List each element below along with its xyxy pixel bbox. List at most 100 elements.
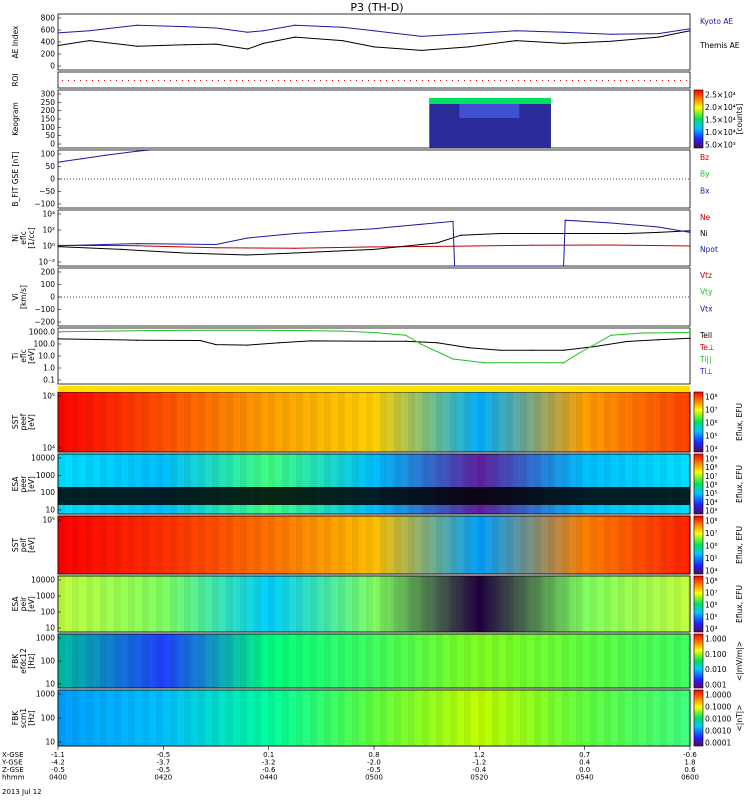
temperature-ylabel-0: Ti (11, 353, 20, 360)
roi-marker (140, 80, 141, 81)
roi-marker (536, 80, 537, 81)
roi-marker (350, 80, 351, 81)
esa_i-colorbar-tick: 10⁵ (705, 613, 718, 622)
panel-esa_i: ESA peir [eV] 10000 1000 100 10 10⁸ 10⁷ 10⁶ 10⁵ 10⁴… (11, 576, 744, 634)
temperature-point (642, 332, 644, 334)
ae-point (247, 31, 249, 33)
velocity-ytick: 200 (41, 268, 56, 277)
xaxis-tick-label: 0.7 (579, 751, 590, 759)
ae-point (89, 30, 91, 32)
density-point (57, 245, 59, 247)
roi-marker (368, 80, 369, 81)
esa_i-colorbar-tick: 10⁸ (705, 577, 718, 586)
roi-marker (146, 80, 147, 81)
keogram-ytick: 100 (41, 123, 56, 132)
esa-e-low-band (58, 487, 690, 505)
bfield-ylabel-0: B_FIT GSE [nT] (11, 151, 20, 206)
esa_i-ytick: 1000 (36, 592, 55, 601)
density-point (657, 231, 660, 233)
roi-marker (602, 80, 603, 81)
esa_i-ylabel-2: [eV] (27, 596, 36, 612)
esa_e-ylabel-0: ESA (11, 476, 20, 492)
panel-sst_i: SST peif [eV] 10⁵ 10⁸ 10⁷ 10⁶ 10⁵ 10⁴ Eflux, EFU (11, 516, 744, 576)
roi-marker (656, 80, 657, 81)
temperature-legend-3: Ti⊥ (699, 367, 713, 376)
velocity-legend-0: Vtz (700, 271, 712, 280)
density-point (689, 245, 691, 247)
roi-marker (182, 80, 183, 81)
fbk_b-colorbar-tick: 0.0010 (705, 727, 731, 736)
plot-title: P3 (TH-D) (350, 1, 403, 14)
roi-marker (254, 80, 255, 81)
fbk_e-ylabel-0: FBK (11, 653, 20, 668)
roi-marker (494, 80, 495, 81)
roi-marker (572, 80, 573, 81)
bfield-ytick: 100 (41, 150, 56, 159)
ae-point (136, 24, 138, 26)
temperature-point (657, 339, 660, 341)
ae-point (215, 43, 217, 45)
esa_i-ylabel-1: peir (19, 596, 28, 611)
panel-ae: AE Index 800 600 400 200 0 Kyoto AE Themis AE (11, 14, 740, 71)
esa_e-colorbar-tick: 10⁸ (705, 463, 718, 472)
roi-marker (164, 80, 165, 81)
ae-ytick: 800 (41, 14, 56, 23)
fbk_b-ylabel-0: FBK (11, 710, 20, 725)
temperature-point (310, 340, 312, 342)
esa_i-colorbar-label: Eflux, EFU (735, 585, 744, 623)
temperature-point (563, 349, 565, 351)
ae-point (420, 35, 422, 38)
roi-marker (248, 80, 249, 81)
bfield-point (149, 149, 151, 151)
roi-marker (260, 80, 261, 81)
esa_i-colorbar (693, 575, 704, 633)
density-point (136, 245, 138, 247)
esa_e-colorbar-label: Eflux, EFU (735, 465, 744, 503)
fbk_b-colorbar-tick: 1.0000 (705, 691, 731, 700)
temperature-point (515, 362, 517, 364)
bfield-point (57, 161, 59, 163)
sst_e-ylabel-2: [eV] (27, 414, 36, 430)
temperature-point (215, 344, 217, 346)
xaxis-tick-label: 0.1 (263, 751, 274, 759)
xaxis-row-label: Y-GSE (1, 759, 23, 767)
roi-marker (86, 80, 87, 81)
roi-marker (356, 80, 357, 81)
xaxis-tick-label: 1.8 (684, 759, 695, 767)
xaxis-tick-label: 0440 (260, 774, 278, 782)
esa_e-colorbar-tick: 10⁷ (705, 472, 718, 481)
roi-marker (332, 80, 333, 81)
roi-marker (578, 80, 579, 81)
temperature-ytick: 0.1 (43, 376, 55, 385)
roi-marker (338, 80, 339, 81)
density-legend-1: Ni (700, 229, 708, 238)
fbk_e-ylabel-2: [Hz] (27, 653, 36, 669)
ae-point (610, 33, 612, 35)
ae-point (468, 46, 470, 48)
density-point (626, 232, 628, 235)
roi-marker (638, 80, 639, 81)
density-point (531, 232, 533, 235)
roi-marker (518, 80, 519, 81)
density-point (610, 222, 612, 224)
velocity-ytick: 100 (41, 280, 56, 289)
density-point (120, 248, 122, 251)
density-point (452, 245, 454, 247)
temperature-ylabel-2: [eV] (27, 348, 36, 364)
temperature-point (578, 352, 581, 354)
fbk_b-ytick: 1000 (36, 690, 55, 699)
density-legend-2: Npot (700, 245, 718, 254)
sst_e-ylabel-1: peef (19, 413, 28, 430)
roi-marker (644, 80, 645, 81)
roi-marker (662, 80, 663, 81)
fbk_e-colorbar-tick: 0.001 (705, 681, 727, 690)
fbk_b-colorbar-tick: 0.0001 (705, 739, 731, 748)
temperature-point (247, 329, 249, 331)
ae-point (183, 26, 185, 28)
roi-marker (608, 80, 609, 81)
temperature-point (405, 340, 407, 342)
roi-marker (416, 80, 417, 81)
density-ytick: 10² (42, 226, 55, 235)
ae-point (515, 30, 517, 32)
roi-marker (188, 80, 189, 81)
